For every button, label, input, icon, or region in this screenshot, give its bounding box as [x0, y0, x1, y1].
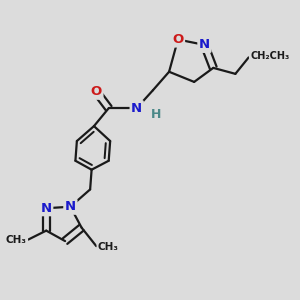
Text: N: N — [65, 200, 76, 213]
Text: H: H — [151, 108, 161, 121]
Text: O: O — [172, 33, 184, 46]
Text: CH₃: CH₃ — [6, 235, 27, 244]
Text: CH₂CH₃: CH₂CH₃ — [250, 51, 290, 61]
Text: CH₃: CH₃ — [98, 242, 119, 252]
Text: O: O — [91, 85, 102, 98]
Text: N: N — [199, 38, 210, 51]
Text: N: N — [131, 102, 142, 115]
Text: N: N — [41, 202, 52, 215]
